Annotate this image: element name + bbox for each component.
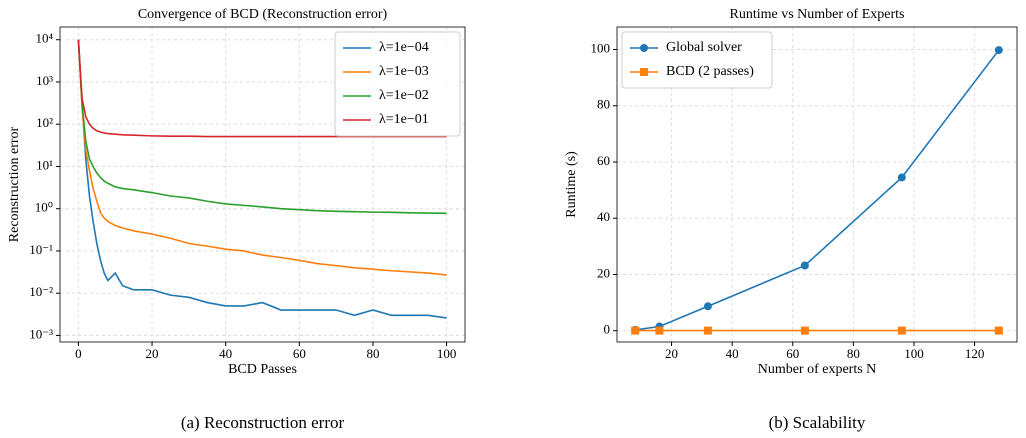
y-tick-label: 20: [597, 265, 610, 280]
legend-label: λ=1e−03: [379, 64, 429, 79]
chart-title: Convergence of BCD (Reconstruction error…: [138, 7, 388, 22]
x-tick-label: 60: [293, 346, 306, 361]
legend-marker: [640, 44, 648, 52]
y-tick-label: 10¹: [36, 157, 53, 172]
y-tick-label: 80: [597, 97, 610, 112]
x-tick-label: 80: [847, 346, 860, 361]
y-tick-label: 10⁻³: [29, 326, 53, 341]
y-tick-label: 10⁻²: [29, 284, 53, 299]
legend-label: BCD (2 passes): [666, 64, 754, 79]
y-tick-label: 40: [597, 209, 610, 224]
series-line: [77, 39, 447, 215]
y-tick-label: 10⁴: [35, 31, 53, 46]
legend-box: [621, 31, 773, 89]
marker: [800, 261, 809, 270]
x-axis-label: BCD Passes: [228, 362, 297, 377]
y-tick-label: 100: [591, 40, 611, 55]
plot-frame: [59, 26, 466, 343]
x-tick-label: 0: [75, 346, 82, 361]
legend-box: [334, 31, 461, 137]
x-tick-label: 100: [437, 346, 457, 361]
x-tick-label: 40: [726, 346, 739, 361]
marker: [994, 46, 1003, 55]
series-line: [77, 39, 447, 276]
legend-label: λ=1e−01: [379, 112, 429, 127]
y-tick-label: 10⁰: [35, 200, 53, 215]
x-tick-label: 120: [965, 346, 985, 361]
marker: [703, 326, 712, 335]
plot-frame: [616, 26, 1018, 343]
x-axis-label: Number of experts N: [758, 362, 877, 377]
marker: [703, 302, 712, 311]
caption: (b) Scalability: [769, 413, 866, 432]
x-tick-label: 100: [904, 346, 924, 361]
marker: [800, 326, 809, 335]
y-tick-label: 10²: [36, 115, 53, 130]
y-tick-label: 0: [604, 322, 611, 337]
series-line: [635, 49, 1000, 331]
marker: [631, 326, 640, 335]
legend-label: Global solver: [666, 40, 742, 55]
series-line: [77, 39, 447, 138]
caption: (a) Reconstruction error: [181, 413, 345, 432]
x-tick-label: 40: [219, 346, 232, 361]
series-line: [77, 39, 447, 319]
x-tick-label: 80: [366, 346, 379, 361]
y-axis-label: Reconstruction error: [7, 126, 22, 242]
legend-label: λ=1e−02: [379, 88, 429, 103]
y-axis-label: Runtime (s): [564, 151, 579, 218]
marker: [897, 173, 906, 182]
x-tick-label: 20: [665, 346, 678, 361]
x-tick-label: 60: [786, 346, 799, 361]
legend-label: λ=1e−04: [379, 40, 429, 55]
chart-title: Runtime vs Number of Experts: [730, 7, 905, 22]
marker: [655, 326, 664, 335]
y-tick-label: 10⁻¹: [29, 242, 53, 257]
y-tick-label: 60: [597, 153, 610, 168]
legend-marker: [640, 68, 648, 76]
marker: [994, 326, 1003, 335]
x-tick-label: 20: [146, 346, 159, 361]
y-tick-label: 10³: [36, 73, 53, 88]
marker: [897, 326, 906, 335]
